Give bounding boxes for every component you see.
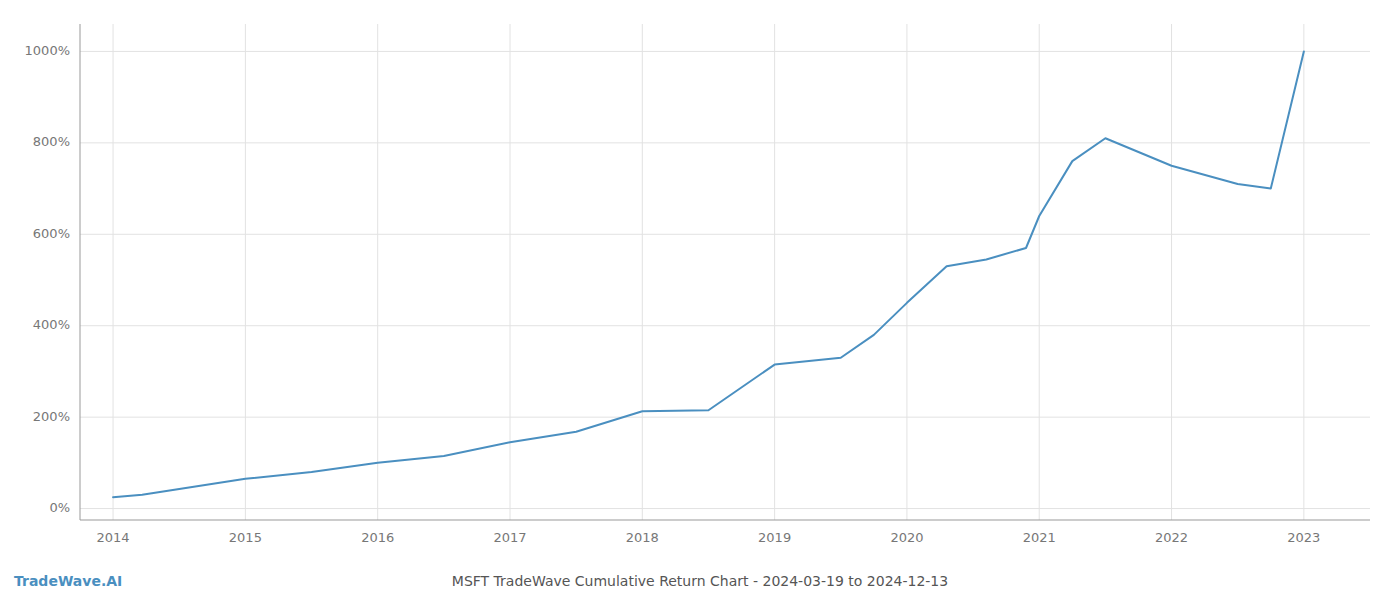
page: {"chart_data": {"type": "line", "title":…	[0, 0, 1400, 600]
x-tick-label: 2021	[1023, 530, 1056, 545]
grid-line-x	[906, 24, 907, 520]
axes: 0% 200% 400% 600% 800% 1000% 2014 2015 2016 2017 2…	[25, 24, 1370, 545]
grid-line-y	[80, 508, 1370, 509]
y-axis-line	[80, 24, 81, 520]
x-tick-label: 2016	[361, 530, 394, 545]
grid-line-x	[377, 24, 378, 520]
series	[113, 51, 1304, 497]
grid-line-x	[1039, 24, 1040, 520]
grid-line-x	[1303, 24, 1304, 520]
chart: 0% 200% 400% 600% 800% 1000% 2014 2015 2016 2017 2…	[0, 0, 1400, 600]
grid	[80, 24, 1370, 520]
grid-line-y	[80, 234, 1370, 235]
x-tick-label: 2019	[758, 530, 791, 545]
y-tick-label: 200%	[33, 409, 70, 424]
grid-line-y	[80, 325, 1370, 326]
x-tick-label: 2020	[890, 530, 923, 545]
grid-line-y	[80, 51, 1370, 52]
y-tick-label: 0%	[49, 500, 70, 515]
x-tick-label: 2014	[97, 530, 130, 545]
grid-line-x	[510, 24, 511, 520]
x-tick-label: 2023	[1287, 530, 1320, 545]
grid-line-x	[642, 24, 643, 520]
x-axis-line	[80, 520, 1370, 521]
grid-line-y	[80, 417, 1370, 418]
x-tick-label: 2017	[493, 530, 526, 545]
y-tick-label: 600%	[33, 226, 70, 241]
y-tick-label: 1000%	[25, 43, 70, 58]
x-tick-label: 2022	[1155, 530, 1188, 545]
watermark: TradeWave.AI	[14, 573, 122, 589]
line	[113, 51, 1304, 497]
grid-line-x	[245, 24, 246, 520]
y-tick-label: 400%	[33, 317, 70, 332]
grid-line-x	[774, 24, 775, 520]
grid-line-y	[80, 142, 1370, 143]
x-tick-label: 2015	[229, 530, 262, 545]
title: MSFT TradeWave Cumulative Return Chart -…	[452, 573, 948, 589]
grid-line-x	[113, 24, 114, 520]
x-tick-label: 2018	[626, 530, 659, 545]
y-tick-label: 800%	[33, 134, 70, 149]
grid-line-x	[1171, 24, 1172, 520]
